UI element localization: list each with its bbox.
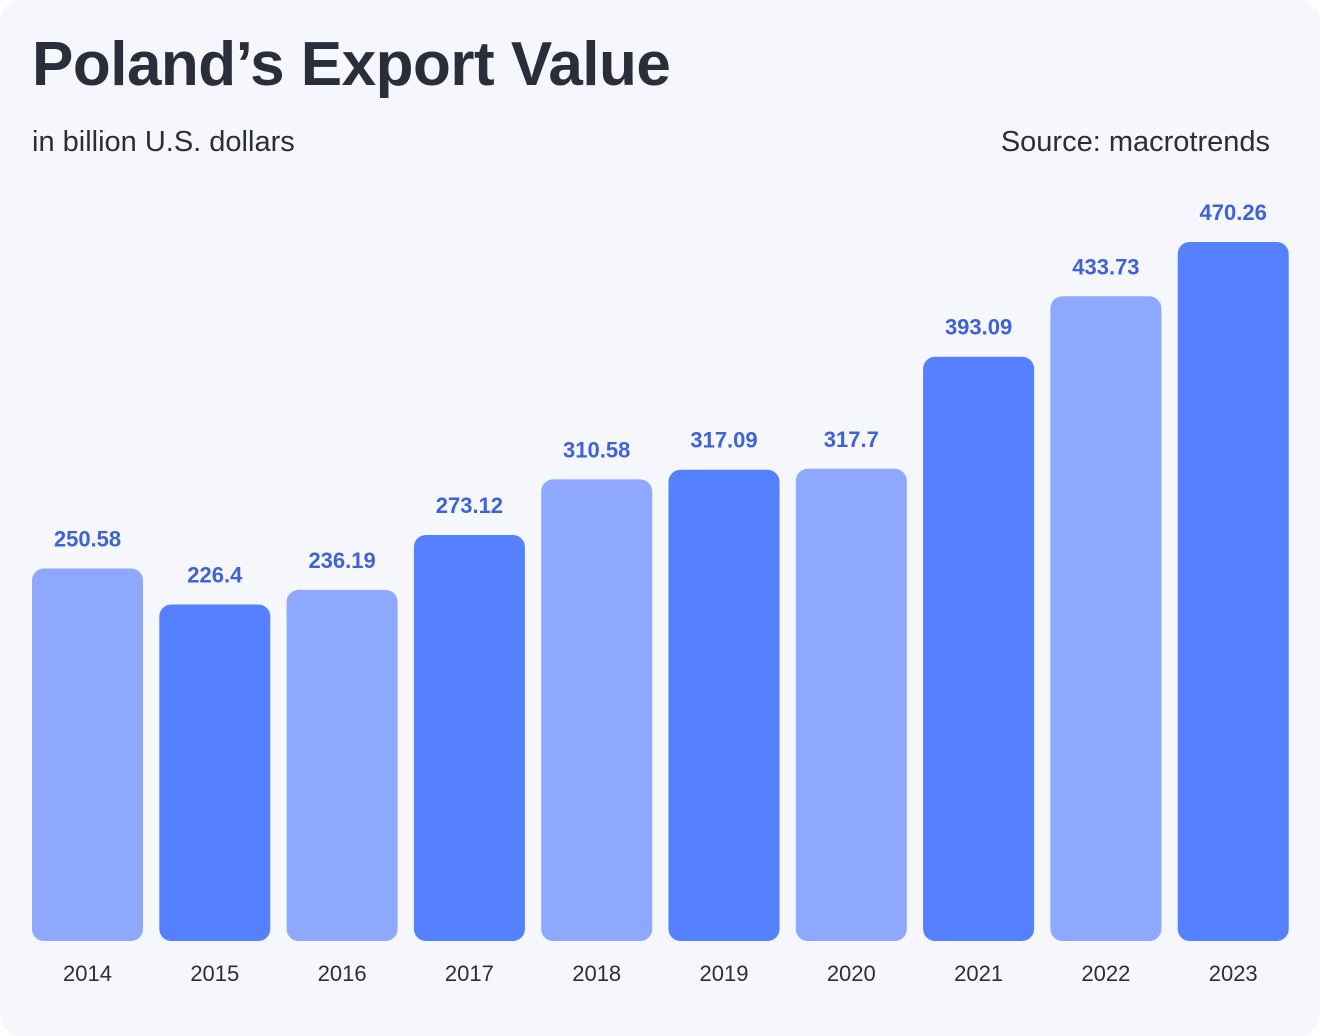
x-tick-2020: 2020 [827,961,876,986]
value-label-2014: 250.58 [54,527,121,552]
x-tick-2019: 2019 [700,961,749,986]
chart-title: Poland’s Export Value [32,30,671,99]
bar-2018 [541,479,653,941]
value-label-2018: 310.58 [563,437,630,462]
value-label-2017: 273.12 [436,493,503,518]
bar-2020 [795,468,907,941]
chart-subtitle: in billion U.S. dollars [32,126,295,158]
value-label-2016: 236.19 [308,548,375,573]
x-tick-2021: 2021 [954,961,1003,986]
x-tick-2017: 2017 [445,961,494,986]
bar-2022 [1050,296,1162,941]
value-label-2022: 433.73 [1072,254,1139,279]
x-tick-2022: 2022 [1081,961,1130,986]
chart-source: Source: macrotrends [1000,126,1270,158]
value-label-2023: 470.26 [1200,200,1267,225]
bar-2015 [159,604,271,941]
bar-2023 [1177,242,1289,941]
x-tick-2016: 2016 [318,961,367,986]
value-label-2019: 317.09 [690,428,757,453]
bar-2019 [668,469,780,941]
x-tick-2015: 2015 [190,961,239,986]
value-label-2015: 226.4 [187,563,243,588]
bar-2021 [923,356,1035,941]
x-tick-2023: 2023 [1209,961,1258,986]
bar-2017 [413,535,525,941]
x-tick-2014: 2014 [63,961,112,986]
value-label-2021: 393.09 [945,315,1012,340]
bar-2016 [286,589,398,941]
value-label-2020: 317.7 [824,427,879,452]
bar-2014 [32,568,143,941]
x-tick-2018: 2018 [572,961,621,986]
